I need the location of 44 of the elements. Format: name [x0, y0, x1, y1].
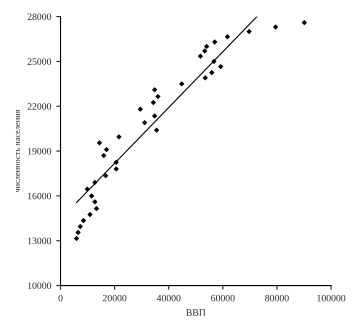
point — [142, 120, 148, 126]
point — [138, 106, 143, 112]
point — [152, 113, 158, 118]
point — [74, 236, 80, 242]
point — [89, 193, 94, 198]
point — [179, 81, 184, 86]
x-tick-label: 60000 — [211, 294, 235, 302]
y-tick-label: 10000 — [28, 282, 52, 289]
point — [87, 212, 93, 218]
point — [198, 54, 203, 59]
point — [116, 134, 122, 140]
y-tick-label: 13000 — [28, 238, 52, 244]
point — [96, 140, 102, 146]
point — [204, 44, 210, 50]
y-tick-label: 22000 — [28, 103, 52, 110]
x-tick-label: 20000 — [102, 294, 126, 302]
point — [202, 48, 208, 54]
point — [155, 94, 160, 100]
point — [218, 64, 224, 70]
x-tick-label: 80000 — [265, 294, 289, 302]
point — [101, 152, 106, 158]
x-axis-title: ВВП — [186, 309, 206, 316]
x-tick-label: 40000 — [156, 294, 181, 302]
point — [94, 206, 100, 212]
x-tick-label: 0 — [58, 294, 63, 302]
point — [209, 70, 214, 76]
point — [76, 230, 81, 236]
y-tick-label: 19000 — [28, 148, 52, 155]
point — [246, 28, 252, 34]
y-tick-label: 16000 — [28, 192, 52, 200]
point — [154, 128, 160, 133]
point — [150, 100, 156, 106]
point — [152, 87, 158, 92]
x-tick-label: 100000 — [317, 294, 346, 302]
point — [80, 218, 86, 224]
y-tick-label: 28000 — [28, 14, 52, 20]
point — [202, 75, 208, 80]
point — [302, 20, 307, 26]
point — [273, 24, 278, 30]
y-tick-label: 25000 — [28, 58, 52, 65]
point — [92, 199, 98, 204]
y-axis-title: численность населения — [16, 110, 20, 192]
point — [104, 147, 110, 152]
point — [103, 173, 108, 178]
